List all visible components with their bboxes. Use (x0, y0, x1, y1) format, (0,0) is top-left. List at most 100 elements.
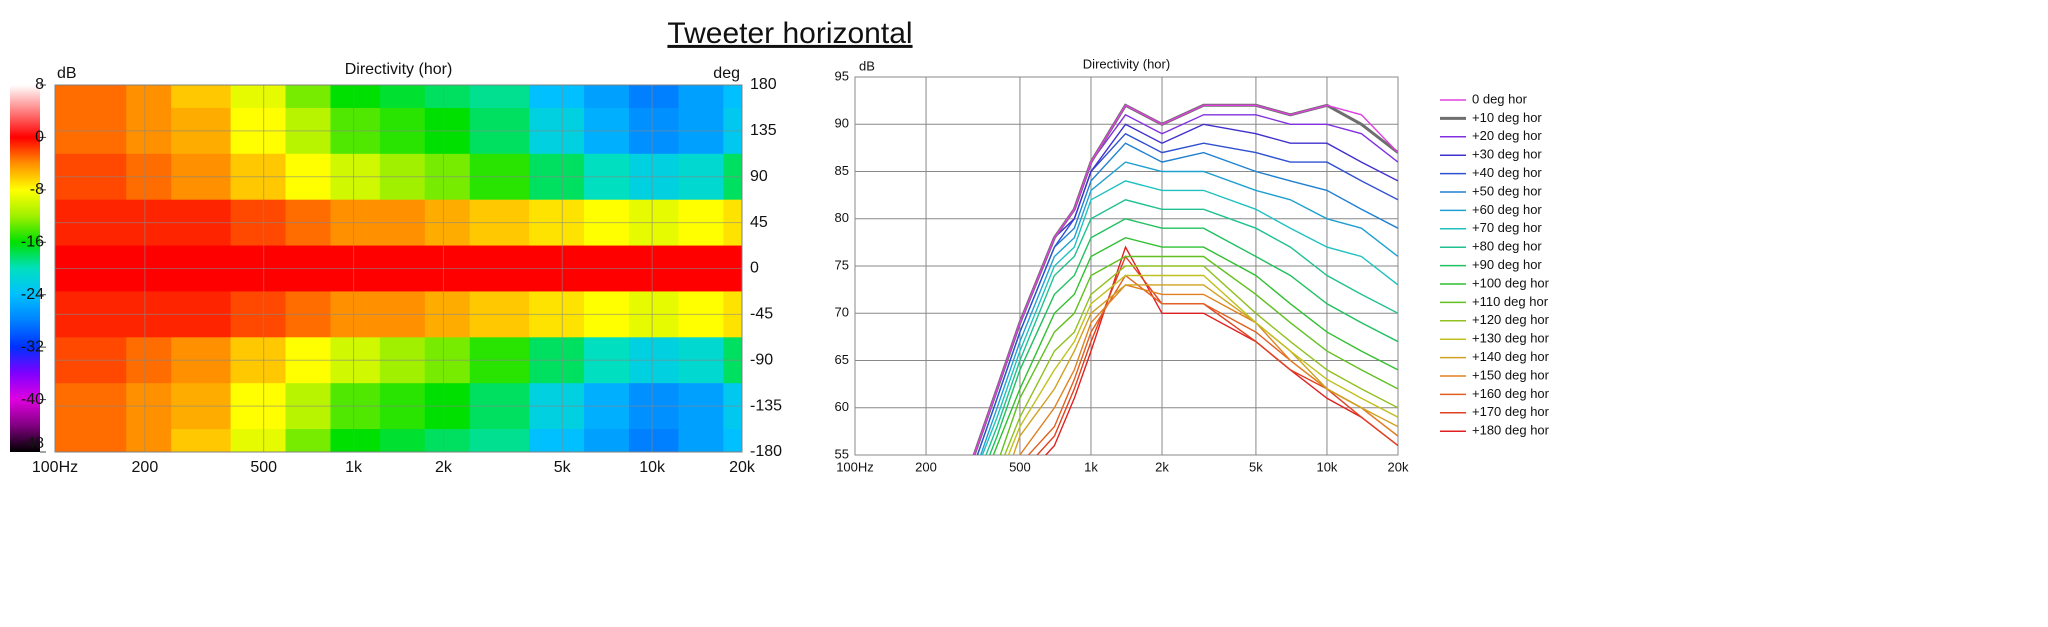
heat-cell (171, 429, 232, 453)
series-line (1003, 265, 1398, 455)
heat-cell (529, 429, 585, 453)
y-tick-label: 75 (835, 257, 849, 272)
legend-label: +120 deg hor (1472, 312, 1550, 327)
legend-label: 0 deg hor (1472, 91, 1528, 106)
y-tick-label: 65 (835, 352, 849, 367)
heat-cell (81, 429, 127, 453)
y-tick-label: 95 (835, 68, 849, 83)
legend-label: +110 deg hor (1472, 294, 1549, 309)
colorbar-label: 0 (35, 129, 44, 146)
series-line (1036, 255, 1398, 455)
x-tick-label: 5k (1249, 459, 1263, 474)
heat-cell (330, 85, 381, 109)
y-axis-label: dB (859, 58, 875, 73)
page-title: Tweeter horizontal (667, 17, 912, 50)
heat-cell (285, 429, 331, 453)
heat-cell (469, 85, 530, 109)
legend-label: +180 deg hor (1472, 423, 1550, 438)
x-tick-label: 20k (729, 459, 756, 476)
heat-cell (230, 429, 286, 453)
y-tick-label: 90 (750, 168, 768, 185)
y-tick-label: 180 (750, 76, 777, 93)
y-tick-label: 90 (835, 116, 849, 131)
heat-cell (55, 85, 82, 109)
y-tick-label: -90 (750, 351, 773, 368)
x-tick-label: 100Hz (836, 459, 874, 474)
legend-label: +10 deg hor (1472, 110, 1542, 125)
y-tick-label: 60 (835, 399, 849, 414)
chart-title: Directivity (hor) (345, 61, 453, 78)
series-line (999, 255, 1398, 455)
heat-cell (629, 85, 679, 109)
legend-label: +30 deg hor (1472, 147, 1542, 162)
heat-cell (330, 429, 381, 453)
heat-cell (379, 85, 426, 109)
x-tick-label: 500 (1009, 459, 1031, 474)
legend-label: +90 deg hor (1472, 257, 1542, 272)
colorbar-label: -48 (21, 435, 44, 452)
heat-cell (230, 85, 286, 109)
colorbar-label: -40 (21, 391, 44, 408)
heat-cell (584, 429, 630, 453)
z-axis-label: dB (57, 65, 77, 82)
heat-cell (629, 429, 679, 453)
series-line (981, 180, 1398, 455)
legend-label: +130 deg hor (1472, 331, 1550, 346)
series-line (988, 218, 1398, 455)
x-tick-label: 200 (915, 459, 937, 474)
y-tick-label: 55 (835, 446, 849, 461)
x-tick-label: 10k (1316, 459, 1337, 474)
x-tick-label: 20k (1388, 459, 1409, 474)
legend-label: +150 deg hor (1472, 367, 1550, 382)
y-tick-label: 85 (835, 163, 849, 178)
legend-label: +160 deg hor (1472, 386, 1550, 401)
heat-cell (126, 85, 172, 109)
series-line (973, 104, 1398, 455)
legend-label: +100 deg hor (1472, 275, 1550, 290)
legend-label: +70 deg hor (1472, 220, 1542, 235)
y-tick-label: 80 (835, 210, 849, 225)
y-tick-label: 70 (835, 305, 849, 320)
series-line (976, 132, 1398, 455)
colorbar-label: -8 (30, 181, 44, 198)
series-line (1012, 284, 1398, 455)
legend-label: +20 deg hor (1472, 128, 1542, 143)
x-tick-label: 2k (435, 459, 453, 476)
heat-cell (379, 429, 426, 453)
y-tick-label: 135 (750, 122, 777, 139)
series-line (1007, 274, 1398, 455)
heat-cell (678, 429, 724, 453)
legend-label: +40 deg hor (1472, 165, 1542, 180)
legend-label: +80 deg hor (1472, 239, 1542, 254)
colorbar-label: -24 (21, 286, 44, 303)
series-group (972, 103, 1398, 455)
colorbar-label: -32 (21, 338, 44, 355)
legend-label: +50 deg hor (1472, 183, 1542, 198)
series-line (979, 161, 1398, 455)
colorbar (10, 85, 40, 452)
chart-title: Directivity (hor) (1083, 56, 1170, 71)
y-tick-label: -45 (750, 306, 773, 323)
x-tick-label: 10k (639, 459, 666, 476)
legend-label: +60 deg hor (1472, 202, 1542, 217)
y-tick-label: 45 (750, 214, 768, 231)
heat-cell (285, 85, 331, 109)
x-tick-label: 200 (132, 459, 159, 476)
heat-cell (469, 429, 530, 453)
heat-cell (584, 85, 630, 109)
heat-cell (55, 429, 82, 453)
x-tick-label: 1k (1084, 459, 1098, 474)
colorbar-label: 8 (35, 76, 44, 93)
x-tick-label: 1k (345, 459, 363, 476)
x-tick-label: 100Hz (32, 459, 78, 476)
heat-cell (424, 85, 471, 109)
heat-cell (126, 429, 172, 453)
heat-cell (81, 85, 127, 109)
heat-cell (171, 85, 232, 109)
heat-cell (529, 85, 585, 109)
y-tick-label: -135 (750, 397, 782, 414)
series-line (992, 236, 1398, 455)
heat-cell (424, 429, 471, 453)
colorbar-label: -16 (21, 234, 44, 251)
